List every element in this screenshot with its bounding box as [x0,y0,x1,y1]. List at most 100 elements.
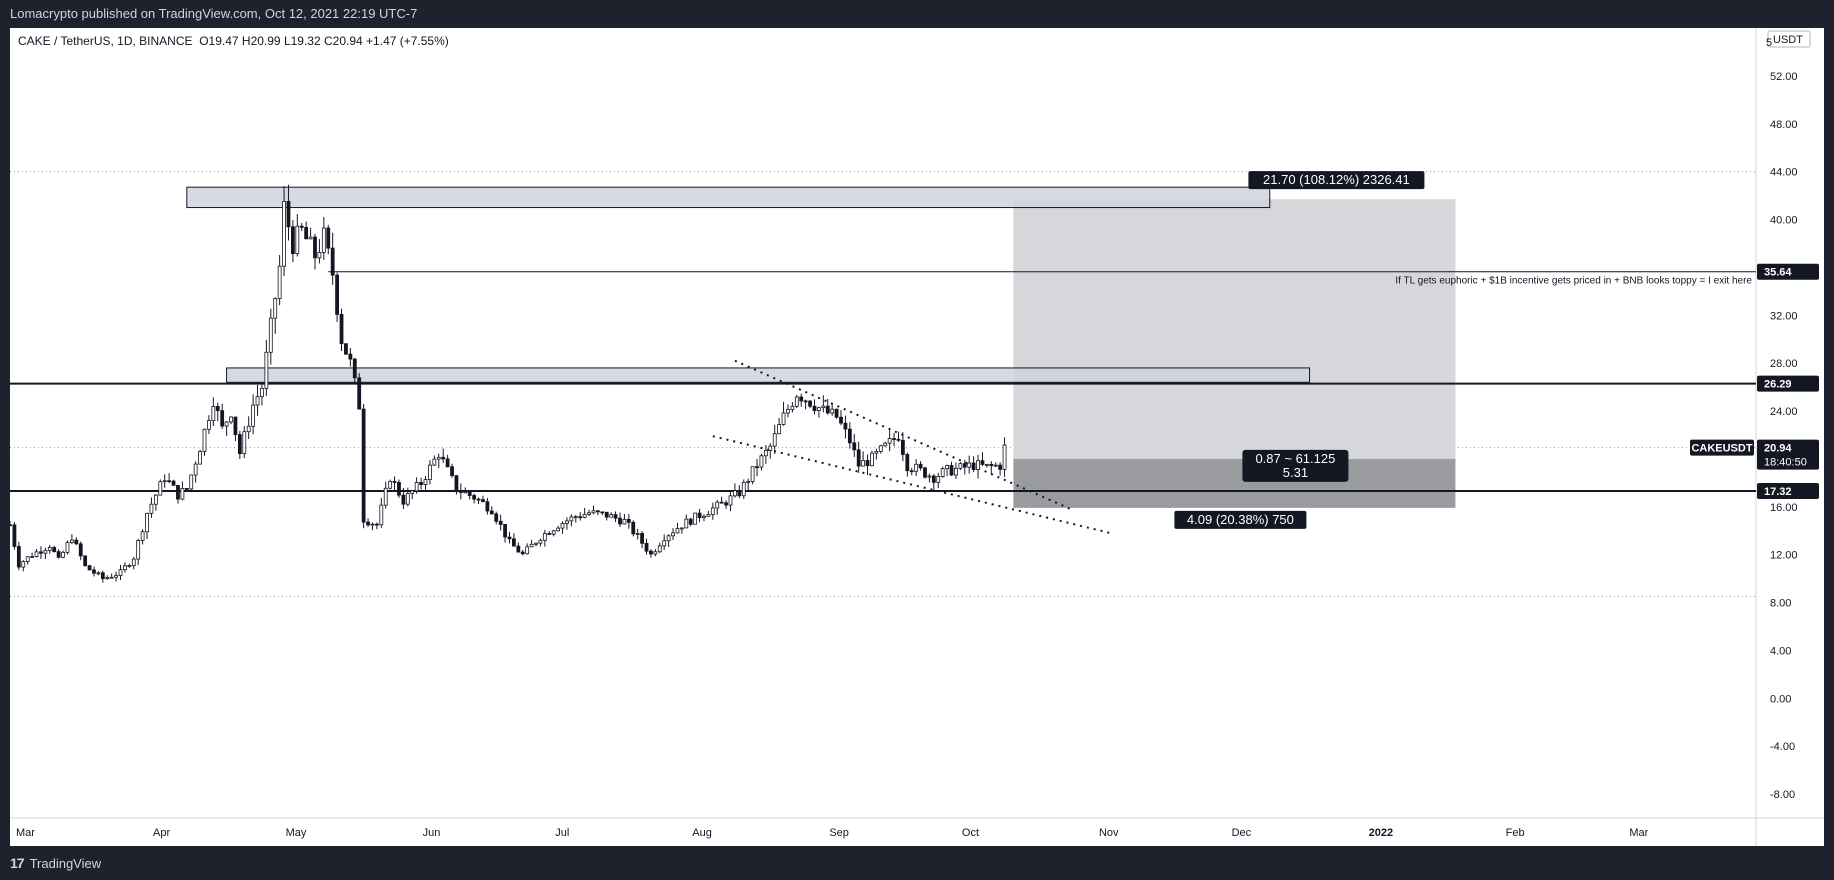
candle-body [472,495,477,500]
candle-body [308,236,313,240]
candle-body [423,479,428,486]
candle-body [30,556,35,558]
y-tick-label: 52.00 [1770,71,1798,83]
chart-svg[interactable]: USDT552.0048.0044.0040.0036.0032.0028.00… [10,28,1824,846]
candle-body [25,556,30,563]
candle-body [914,463,919,472]
candle-body [662,540,667,547]
candle-body [582,513,587,518]
x-tick-label: Apr [153,827,170,839]
candle-body [958,463,963,469]
candle-body [379,504,384,526]
last-price-tag-value: 20.94 [1764,443,1792,455]
candle-body [777,424,782,435]
candle-body [503,524,507,538]
candle-body [109,576,114,579]
candle-body [392,481,397,483]
candle-body [12,524,17,547]
stop-label-text: 4.09 (20.38%) 750 [1187,512,1294,527]
candle-body [432,458,437,466]
candle-body [184,488,189,490]
candle-body [741,481,746,497]
candle-body [313,236,317,259]
candle-body [16,546,21,568]
candle-body [989,463,994,467]
candle-body [600,511,605,514]
candle-body [207,420,211,430]
candle-body [193,463,198,476]
candle-body [87,565,92,571]
x-tick-label: Dec [1232,827,1252,839]
x-tick-label: Feb [1506,827,1525,839]
candle-body [587,512,591,515]
candle-body [512,538,516,547]
candle-body [61,551,65,558]
candle-body [896,438,901,441]
y-tick-label: -4.00 [1770,741,1795,753]
position-target-zone [1013,199,1456,459]
candle-body [114,575,118,578]
level-price-tag [1757,375,1819,392]
candle-body [388,481,393,489]
trend-line [712,435,1111,535]
candle-body [136,540,141,560]
candle-body [931,475,936,483]
candle-body [693,512,698,525]
candle-body [43,549,48,554]
candle-body [715,501,720,509]
candle-body [140,531,145,541]
candle-body [100,572,105,580]
candle-body [790,405,795,410]
mid-label-line2: 5.31 [1283,465,1308,480]
footer-brand[interactable]: TradingView [29,855,102,871]
symbol-tag [1690,439,1754,456]
candle-body [825,405,830,414]
y-tick-partial: 5 [1766,37,1772,49]
x-tick-label: Sep [829,827,849,839]
candle-body [847,428,852,444]
candle-body [657,545,662,553]
candle-body [653,551,658,555]
candle-body [463,491,468,494]
candle-body [954,467,958,476]
candle-body [750,466,755,482]
candle-body [507,536,512,540]
y-tick-label: 4.00 [1770,645,1791,657]
candle-body [202,428,207,452]
candle-body [940,468,945,477]
candle-body [635,533,640,535]
candle-body [768,445,773,451]
candle-body [998,464,1003,470]
annotation-text: If TL gets euphoric + $1B incentive gets… [1395,275,1752,286]
candle-body [883,442,888,447]
y-tick-label: 8.00 [1770,598,1791,610]
candle-body [326,227,331,249]
candle-body [242,431,247,455]
y-tick-label: 28.00 [1770,358,1798,370]
x-tick-label: Aug [692,827,712,839]
symbol-legend: CAKE / TetherUS, 1D, BINANCE O19.47 H20.… [18,34,449,48]
candle-body [984,463,989,466]
legend-high: H20.99 [241,34,281,48]
candle-body [909,470,914,473]
candle-body [861,460,866,467]
candle-body [83,555,88,567]
chart-frame[interactable]: USDT552.0048.0044.0040.0036.0032.0028.00… [10,28,1824,846]
candle-body [189,474,194,490]
y-tick-label: 48.00 [1770,119,1798,131]
tradingview-logo-icon[interactable]: 17 [10,855,25,871]
candle-body [295,225,300,255]
level-price-tag [1757,482,1819,499]
candle-body [529,543,534,548]
candle-body [640,533,644,544]
candle-body [467,491,472,496]
candle-body [817,407,821,411]
candle-body [918,463,923,469]
candle-body [755,466,759,469]
candle-body [317,252,322,259]
candle-body [666,535,671,542]
candle-body [710,507,715,515]
x-tick-label: Mar [16,827,35,839]
candle-body [167,480,172,483]
candle-body [383,487,388,506]
